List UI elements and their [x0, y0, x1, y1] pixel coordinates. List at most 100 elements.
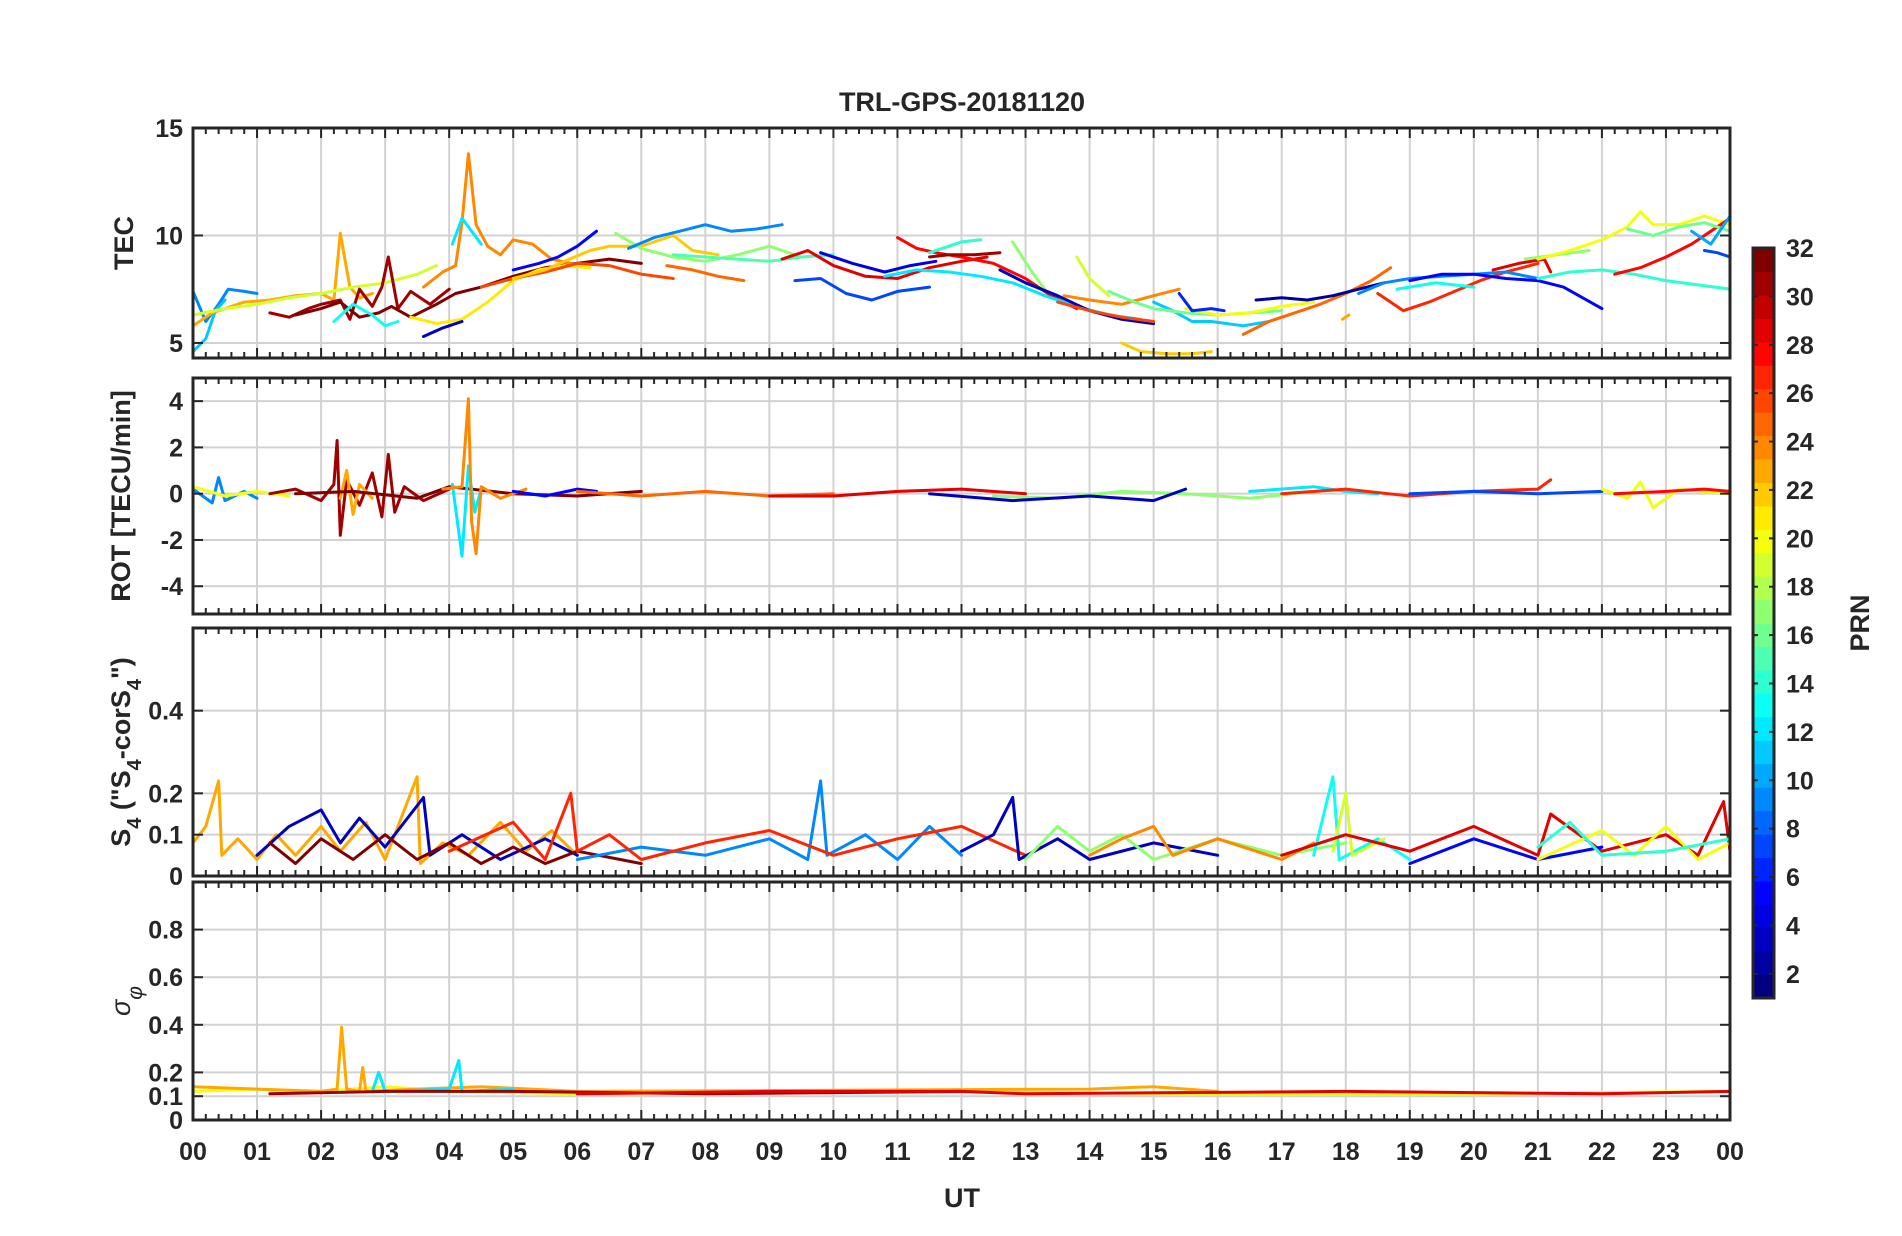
x-tick-label: 19	[1396, 1138, 1424, 1166]
colorbar-tick-label: 26	[1786, 380, 1814, 408]
x-axis-label: UT	[944, 1183, 980, 1213]
y-tick-label: 0.2	[148, 1059, 183, 1087]
series-line-prn-12	[450, 216, 483, 246]
colorbar-tick-label: 4	[1786, 912, 1800, 940]
colorbar-tick-label: 10	[1786, 767, 1814, 795]
colorbar-tick-label: 12	[1786, 719, 1814, 747]
colorbar-swatch	[1753, 435, 1774, 460]
y-tick-label: 0	[169, 481, 183, 509]
y-tick-label: 4	[169, 388, 183, 416]
series-line-prn-3	[998, 268, 1156, 326]
series-line-prn-32	[294, 485, 643, 500]
colorbar-tick-label: 18	[1786, 574, 1814, 602]
chart-title: TRL-GPS-20181120	[839, 87, 1085, 117]
y-tick-label: 0.1	[148, 822, 183, 850]
colorbar-swatch	[1753, 482, 1774, 507]
series-line-prn-29	[575, 1089, 1730, 1096]
colorbar-tick-label: 24	[1786, 429, 1814, 457]
rot-panel: -4 -2 0 2 4 ROT [TECU/min]	[106, 376, 1732, 616]
colorbar-swatch	[1753, 787, 1774, 812]
y-tick-label: 0.6	[148, 964, 183, 992]
colorbar-tick-label: 16	[1786, 622, 1814, 650]
x-tick-label: 08	[691, 1138, 719, 1166]
series-line-prn-5	[511, 487, 598, 498]
colorbar-tick-label: 22	[1786, 477, 1814, 505]
series-line-prn-13	[1395, 281, 1476, 291]
y-tick-label: 0	[169, 1107, 183, 1135]
x-tick-label: 23	[1652, 1138, 1680, 1166]
colorbar-swatch	[1753, 833, 1774, 858]
series-line-prn-7	[1408, 489, 1604, 496]
colorbar-swatch	[1753, 505, 1774, 530]
x-axis: 00 01 02 03 04 05 06 07 08 09 10 11 12 13 14 15 16 17 18 19…	[179, 1138, 1744, 1166]
colorbar-swatch	[1753, 669, 1774, 694]
series-line-prn-16	[1626, 221, 1730, 237]
colorbar-swatch	[1753, 294, 1774, 319]
y-tick-label: -2	[161, 527, 183, 555]
colorbar-tick-label: 2	[1786, 961, 1800, 989]
colorbar-swatch	[1753, 458, 1774, 483]
s4-y-axis-label: S4 ("S4-corS4")	[106, 657, 146, 847]
x-tick-label: 01	[243, 1138, 271, 1166]
colorbar-swatch	[1753, 599, 1774, 624]
series-line-prn-25	[665, 264, 746, 283]
series-line-prn-21	[409, 264, 592, 326]
series-line-prn-26	[1056, 300, 1156, 323]
series-line-prn-10	[1690, 214, 1730, 246]
series-line-prn-29	[767, 487, 1027, 498]
series-line-prn-19	[1075, 255, 1111, 298]
x-tick-label: 07	[627, 1138, 655, 1166]
y-tick-label: 5	[169, 330, 183, 358]
series-line-prn-17	[614, 231, 803, 263]
series-line-prn-20	[1184, 300, 1316, 317]
series-line-prn-28	[1613, 487, 1730, 496]
tec-y-axis-label: TEC	[109, 216, 139, 270]
colorbar-swatch	[1753, 623, 1774, 648]
sigphi-y-axis-label: σφ	[106, 986, 147, 1016]
colorbar-label: PRN	[1845, 594, 1875, 651]
series-line-prn-5	[511, 229, 598, 272]
series-line-prn-3	[928, 487, 1188, 503]
x-tick-label: 17	[1268, 1138, 1296, 1166]
x-tick-label: 04	[435, 1138, 463, 1166]
series-line-prn-20	[1536, 824, 1730, 861]
sigphi-traces	[193, 1025, 1730, 1096]
colorbar-swatch	[1753, 529, 1774, 554]
series-line-prn-29	[780, 249, 989, 280]
y-tick-label: 0.8	[148, 917, 183, 945]
series-line-prn-9	[627, 223, 784, 250]
colorbar-swatch	[1753, 927, 1774, 952]
series-line-prn-7	[793, 277, 931, 302]
series-line-prn-14	[928, 238, 983, 255]
colorbar-tick-label: 28	[1786, 332, 1814, 360]
x-tick-label: 06	[563, 1138, 591, 1166]
colorbar-tick-label: 32	[1786, 235, 1814, 263]
x-tick-label: 21	[1524, 1138, 1552, 1166]
series-line-prn-3	[255, 796, 579, 861]
series-line-prn-17	[1024, 824, 1348, 861]
colorbar-swatch	[1753, 951, 1774, 976]
series-line-prn-3	[422, 320, 464, 338]
x-tick-label: 13	[1012, 1138, 1040, 1166]
colorbar-swatch	[1753, 857, 1774, 882]
y-tick-label: 0.1	[148, 1083, 183, 1111]
series-line-prn-23	[338, 469, 374, 516]
series-line-prn-29	[1280, 800, 1730, 857]
series-line-prn-25	[1241, 266, 1393, 336]
y-tick-label: 0.2	[148, 780, 183, 808]
x-tick-label: 16	[1204, 1138, 1232, 1166]
colorbar-swatch	[1753, 318, 1774, 343]
y-tick-label: 2	[169, 434, 183, 462]
series-line-prn-20	[1536, 210, 1730, 261]
colorbar-swatch	[1753, 412, 1774, 437]
series-line-prn-23	[193, 775, 579, 866]
colorbar-swatch	[1753, 248, 1774, 273]
colorbar-swatch	[1753, 974, 1774, 999]
series-line-prn-5	[1408, 837, 1604, 866]
x-tick-label: 11	[884, 1138, 911, 1166]
s4-traces	[193, 775, 1730, 866]
colorbar-swatch	[1753, 880, 1774, 905]
series-line-prn-2	[1254, 281, 1386, 302]
